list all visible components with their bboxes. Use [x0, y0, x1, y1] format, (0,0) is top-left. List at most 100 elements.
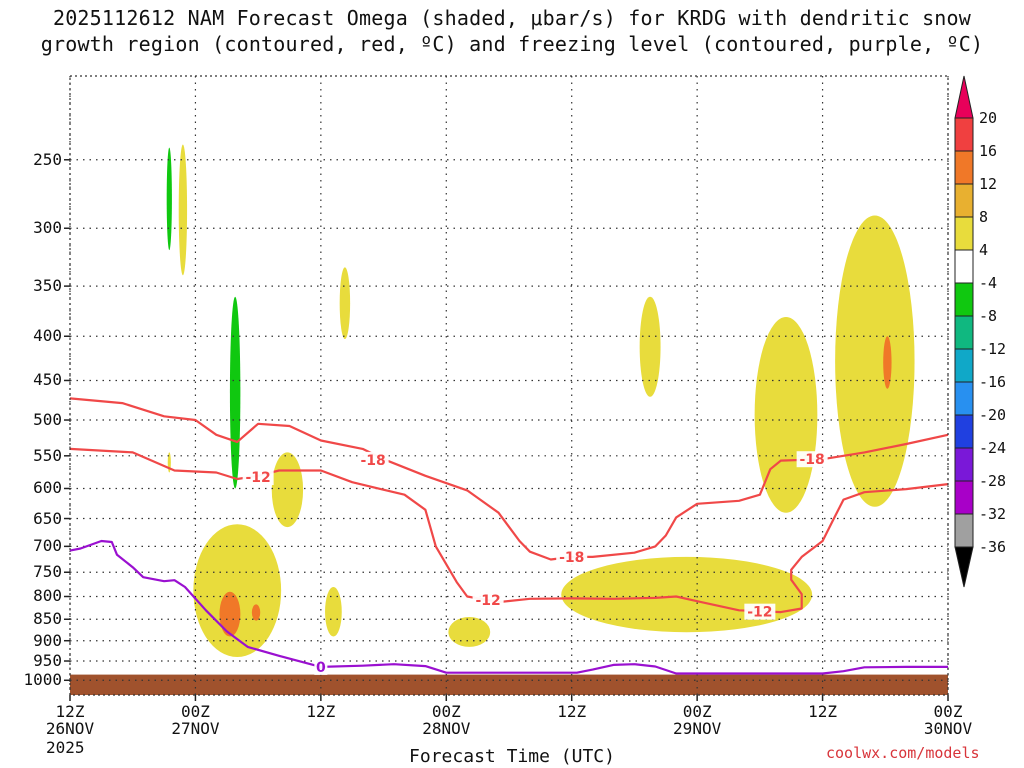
x-tick-label-12: 00Z 27NOV	[155, 703, 235, 737]
chart-title-line1: 2025112612 NAM Forecast Omega (shaded, μ…	[52, 6, 972, 30]
omega-region-15	[883, 336, 892, 389]
y-tick-label-750: 750	[33, 562, 62, 582]
contour-line-1	[69, 397, 949, 561]
colorbar-segment-13	[954, 513, 974, 548]
contour-label-bg-6	[314, 658, 328, 675]
colorbar-segment-6	[954, 282, 974, 317]
colorbar-label: -24	[979, 439, 1007, 457]
colorbar-top-arrow	[954, 75, 974, 119]
y-tick-label-700: 700	[33, 536, 62, 556]
y-tick-label-400: 400	[33, 326, 62, 346]
y-tick-label-450: 450	[33, 370, 62, 390]
contour-line-2	[69, 539, 948, 675]
credit-link[interactable]: coolwx.com/models	[826, 744, 980, 762]
x-tick-label-line	[532, 720, 612, 737]
colorbar-segment-3	[954, 183, 974, 218]
contour-label-bg-5	[796, 451, 828, 468]
x-tick-label-0: 12Z 26NOV	[30, 703, 110, 737]
x-tick-label-line	[783, 720, 863, 737]
colorbar-segment-8	[954, 348, 974, 383]
terrain-fill	[70, 674, 948, 695]
x-axis-title: Forecast Time (UTC)	[409, 746, 615, 767]
x-tick-label-36: 00Z 28NOV	[406, 703, 486, 737]
x-tick-label-line: 12Z	[557, 702, 587, 721]
temperature-contours: -12 -12 -12 -18 -18 -18 0	[69, 397, 949, 676]
x-tick-label-line: 12Z	[808, 702, 838, 721]
x-tick-label-line: 30NOV	[923, 719, 973, 738]
frame-border	[69, 75, 949, 696]
colorbar-label: -32	[979, 505, 1007, 523]
colorbar-label: -4	[979, 274, 998, 292]
omega-region-10	[561, 556, 813, 633]
contour-label-0: -12	[245, 470, 270, 486]
colorbar-segment-1	[954, 117, 974, 152]
contour-label-2: -12	[747, 605, 772, 621]
colorbar-label: 8	[979, 208, 989, 226]
x-tick-year-label: 2025	[46, 738, 85, 757]
x-tick-label-line	[281, 720, 361, 737]
colorbar	[954, 75, 974, 588]
colorbar-label: 4	[979, 241, 989, 259]
x-tick-label-line: 12Z	[55, 702, 85, 721]
omega-region-12	[835, 215, 915, 507]
colorbar-label: -36	[979, 538, 1007, 556]
omega-region-0	[166, 147, 172, 251]
x-tick-label-line: 00Z	[180, 702, 210, 721]
x-tick-label-line: 27NOV	[171, 719, 220, 738]
colorbar-segment-5	[954, 249, 974, 284]
colorbar-label: -16	[979, 373, 1007, 391]
contour-label-bg-2	[744, 603, 776, 620]
y-tick-label-650: 650	[33, 508, 62, 528]
x-tick-label-line: 12Z	[306, 702, 336, 721]
y-tick-label-600: 600	[33, 478, 62, 498]
colorbar-label: -8	[979, 307, 998, 325]
omega-region-14	[251, 604, 261, 621]
contour-label-1: -12	[475, 593, 500, 609]
omega-region-5	[271, 452, 304, 528]
colorbar-label: -28	[979, 472, 1007, 490]
contour-label-bg-3	[357, 451, 389, 468]
y-tick-label-850: 850	[33, 609, 62, 629]
omega-region-6	[193, 524, 282, 658]
y-tick-label-500: 500	[33, 410, 62, 430]
x-tick-label-line: 28NOV	[422, 719, 471, 738]
omega-shading	[166, 144, 915, 658]
contour-label-4: -18	[559, 550, 584, 566]
contour-label-bg-4	[556, 548, 588, 565]
colorbar-bottom-arrow	[954, 546, 974, 588]
chart-title-line2: growth region (contoured, red, ºC) and f…	[40, 32, 984, 56]
x-tick-label-60: 00Z 29NOV	[657, 703, 737, 737]
omega-region-8	[448, 617, 491, 647]
y-tick-label-300: 300	[33, 218, 62, 238]
x-tick-label-line: 00Z	[933, 702, 963, 721]
colorbar-segment-9	[954, 381, 974, 416]
y-tick-label-950: 950	[33, 651, 62, 671]
y-tick-label-350: 350	[33, 276, 62, 296]
omega-region-13	[219, 591, 241, 637]
x-tick-label-line: 00Z	[431, 702, 461, 721]
colorbar-segment-2	[954, 150, 974, 185]
omega-region-4	[339, 267, 351, 340]
x-tick-label-line: 29NOV	[673, 719, 722, 738]
colorbar-segment-11	[954, 447, 974, 482]
colorbar-segment-7	[954, 315, 974, 350]
x-tick-label-line: 26NOV	[45, 719, 95, 738]
x-tick-label-48: 12Z	[532, 703, 612, 737]
y-tick-label-900: 900	[33, 630, 62, 650]
x-tick-label-72: 12Z	[783, 703, 863, 737]
colorbar-label: -20	[979, 406, 1007, 424]
omega-region-1	[229, 296, 241, 489]
x-tick-label-84: 00Z 30NOV	[908, 703, 988, 737]
terrain	[70, 674, 948, 695]
y-tick-label-800: 800	[33, 586, 62, 606]
plot-frame	[64, 75, 949, 701]
y-tick-label-1000: 1000	[23, 670, 62, 690]
y-tick-label-250: 250	[33, 149, 62, 169]
omega-region-7	[325, 586, 342, 637]
contour-label-3: -18	[360, 453, 385, 469]
colorbar-segment-4	[954, 216, 974, 251]
colorbar-segment-10	[954, 414, 974, 449]
x-tick-label-line: 00Z	[682, 702, 712, 721]
